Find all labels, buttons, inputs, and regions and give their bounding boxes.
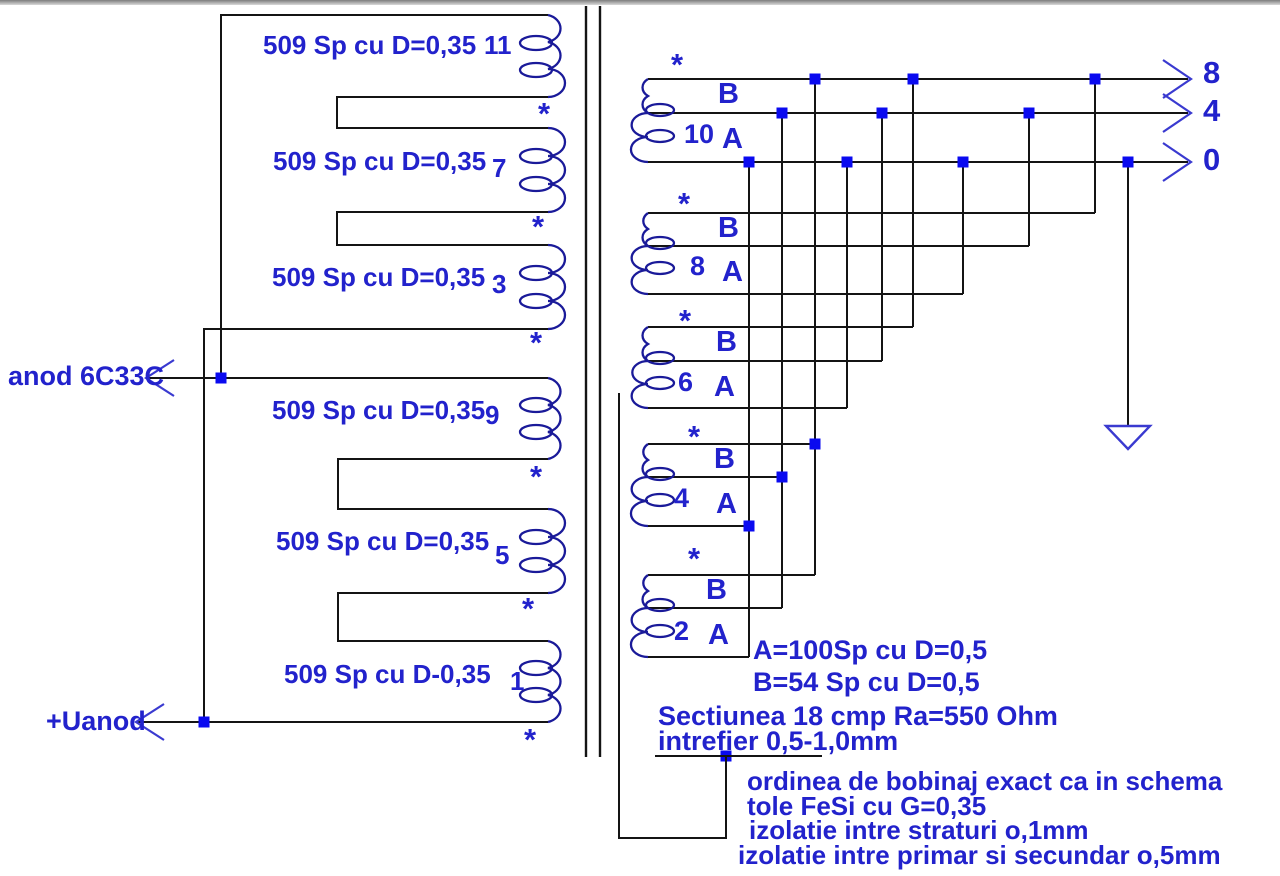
arrow-terminal-0 bbox=[1162, 142, 1193, 182]
uanod-label: +Uanod bbox=[46, 706, 146, 736]
primary-coil-3 bbox=[518, 243, 567, 331]
secondary-number: 10 bbox=[684, 119, 715, 149]
anode-label: anod 6C33C bbox=[8, 361, 165, 391]
primary-wires bbox=[136, 14, 548, 723]
core-lines bbox=[584, 6, 602, 757]
primary-coil-5 bbox=[518, 507, 567, 595]
phase-mark: * bbox=[671, 47, 684, 82]
airgap-leader-line bbox=[618, 393, 822, 839]
phase-mark: * bbox=[522, 591, 535, 626]
junction-dot bbox=[1023, 107, 1035, 119]
arrow-uanod bbox=[133, 703, 165, 741]
secondary-coil-8 bbox=[630, 212, 676, 296]
secondary-number: 2 bbox=[674, 616, 690, 646]
phase-mark: * bbox=[530, 325, 543, 360]
primary-winding-label: 509 Sp cu D=0,35 bbox=[272, 262, 486, 292]
primary-winding-terminal: 5 bbox=[495, 540, 510, 570]
phase-mark: * bbox=[538, 96, 551, 131]
junction-dot bbox=[198, 716, 210, 728]
secondary-coil-10 bbox=[629, 78, 676, 164]
junction-dot bbox=[776, 107, 788, 119]
secondary-a-label: A bbox=[708, 619, 729, 651]
primary-winding-label: 509 Sp cu D=0,35 bbox=[276, 526, 490, 556]
primary-winding-label: 509 Sp cu D=0,35 bbox=[272, 395, 486, 425]
note-airgap-spec: intrefier 0,5-1,0mm bbox=[658, 726, 899, 756]
secondary-b-label: B bbox=[718, 212, 739, 244]
primary-coil-1 bbox=[518, 639, 562, 724]
phase-mark: * bbox=[532, 209, 545, 244]
secondary-coil-2 bbox=[629, 574, 676, 659]
primary-winding-terminal: 11 bbox=[484, 30, 512, 60]
secondary-b-label: B bbox=[714, 443, 735, 475]
terminal-label-4: 4 bbox=[1203, 93, 1221, 128]
window-top-edge bbox=[0, 0, 1280, 5]
primary-winding-terminal: 9 bbox=[485, 400, 500, 430]
phase-mark: * bbox=[678, 186, 691, 221]
junction-dot bbox=[1089, 73, 1101, 85]
phase-mark: * bbox=[688, 541, 701, 576]
secondary-b-label: B bbox=[716, 326, 737, 358]
arrow-terminal-8 bbox=[1162, 59, 1193, 99]
note-primary-insulation: izolatie intre primar si secundar o,5mm bbox=[738, 840, 1221, 870]
junction-dot bbox=[809, 438, 821, 450]
primary-winding-label: 509 Sp cu D=0,35 bbox=[263, 30, 477, 60]
secondary-number: 6 bbox=[678, 367, 694, 397]
junction-dot bbox=[957, 156, 969, 168]
secondary-number: 4 bbox=[674, 483, 690, 513]
secondary-wires bbox=[648, 78, 1188, 658]
junction-dot bbox=[907, 73, 919, 85]
junction-dot bbox=[809, 73, 821, 85]
primary-winding-terminal: 3 bbox=[492, 269, 507, 299]
secondary-a-label: A bbox=[714, 371, 735, 403]
junction-dot bbox=[743, 520, 755, 532]
phase-mark: * bbox=[679, 303, 692, 338]
terminal-label-0: 0 bbox=[1203, 142, 1221, 177]
secondary-coil-6 bbox=[630, 326, 676, 410]
junction-dot bbox=[876, 107, 888, 119]
terminal-arrows bbox=[133, 59, 1193, 741]
note-laminations: tole FeSi cu G=0,35 bbox=[747, 791, 987, 821]
primary-winding-label: 509 Sp cu D=0,35 bbox=[273, 146, 487, 176]
primary-winding-label: 509 Sp cu D-0,35 bbox=[284, 659, 491, 689]
secondary-b-label: B bbox=[706, 574, 727, 606]
arrow-anode bbox=[143, 359, 175, 397]
secondary-b-label: B bbox=[718, 78, 739, 110]
phase-mark: * bbox=[530, 459, 543, 494]
secondary-a-label: A bbox=[716, 488, 737, 520]
primary-coil-9 bbox=[518, 376, 562, 461]
secondary-coil-4 bbox=[629, 443, 676, 528]
junction-dot bbox=[776, 471, 788, 483]
primary-coil-7 bbox=[518, 126, 567, 214]
note-b-spec: B=54 Sp cu D=0,5 bbox=[753, 667, 980, 697]
note-a-spec: A=100Sp cu D=0,5 bbox=[753, 635, 988, 665]
note-layer-insulation: izolatie intre straturi o,1mm bbox=[749, 815, 1089, 845]
note-core-spec: Sectiunea 18 cmp Ra=550 Ohm bbox=[658, 701, 1058, 731]
junction-dot bbox=[1122, 156, 1134, 168]
secondary-coils bbox=[629, 78, 676, 659]
secondary-number: 8 bbox=[690, 251, 706, 281]
terminal-label-8: 8 bbox=[1203, 55, 1221, 90]
secondary-a-label: A bbox=[722, 256, 743, 288]
junction-dots bbox=[198, 73, 1134, 762]
phase-mark: * bbox=[524, 722, 537, 757]
note-winding-order: ordinea de bobinaj exact ca in schema bbox=[747, 766, 1223, 796]
primary-coil-11 bbox=[518, 13, 567, 99]
ground-icon bbox=[1103, 424, 1153, 451]
primary-winding-terminal: 7 bbox=[492, 153, 507, 183]
junction-dot bbox=[841, 156, 853, 168]
phase-mark: * bbox=[688, 419, 701, 454]
primary-winding-terminal: 1 bbox=[510, 666, 525, 696]
secondary-a-label: A bbox=[722, 123, 743, 155]
junction-dot bbox=[743, 156, 755, 168]
junction-dot bbox=[215, 372, 227, 384]
primary-coils bbox=[518, 13, 567, 724]
arrow-terminal-4 bbox=[1162, 93, 1193, 133]
